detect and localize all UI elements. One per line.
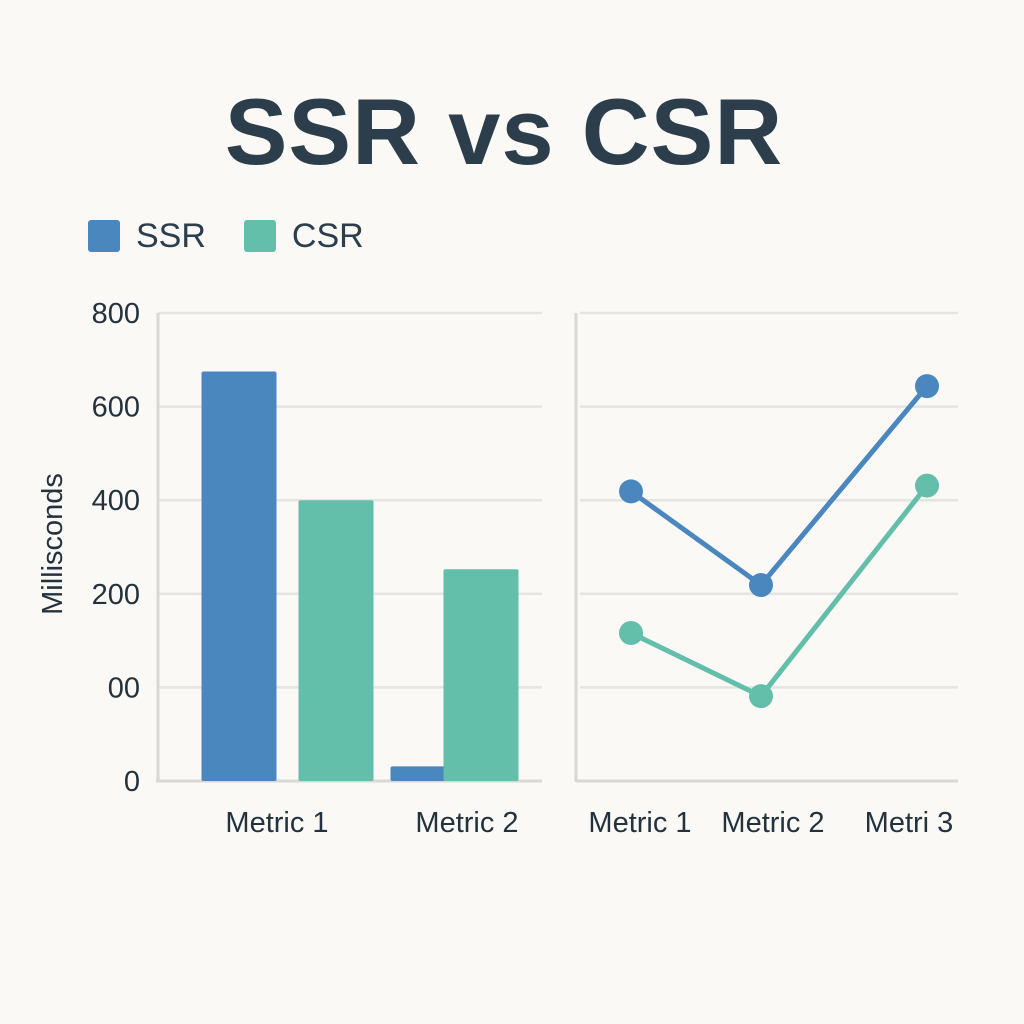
- legend-label-ssr: SSR: [136, 216, 206, 255]
- legend-swatch-ssr: [88, 220, 120, 252]
- y-axis-label: Millisconds: [37, 473, 69, 615]
- bar-category-label: Metric 2: [415, 807, 518, 839]
- line-series-csr: [628, 483, 930, 699]
- y-tick-label: 400: [92, 485, 140, 517]
- y-tick-label: 200: [92, 579, 140, 611]
- legend-item-ssr: SSR: [88, 217, 206, 256]
- legend-item-csr: CSR: [243, 216, 364, 256]
- line-category-label: Metri 3: [865, 807, 954, 839]
- bar-chart: [201, 371, 519, 781]
- point-csr-2: [749, 684, 773, 709]
- y-tick-label: 600: [92, 392, 140, 424]
- bar-ssr-1: [201, 371, 277, 781]
- point-ssr-2: [749, 573, 773, 598]
- legend: SSR CSR: [88, 216, 402, 256]
- line-category-label: Metric 2: [721, 807, 824, 839]
- y-tick-label: 00: [108, 672, 140, 704]
- line-chart: [619, 374, 939, 709]
- bar-csr-1: [298, 500, 374, 781]
- y-tick-label: 0: [124, 766, 140, 798]
- point-csr-1: [619, 620, 643, 645]
- legend-swatch-csr: [243, 220, 276, 252]
- point-ssr-1: [619, 479, 643, 504]
- bar-csr-2: [443, 569, 519, 781]
- point-ssr-3: [915, 374, 939, 399]
- point-csr-3: [915, 473, 939, 498]
- line-category-label: Metric 1: [588, 807, 691, 839]
- bar-category-label: Metric 1: [225, 807, 328, 839]
- y-tick-label: 800: [92, 298, 140, 330]
- chart-title: SSR vs CSR: [224, 79, 784, 184]
- legend-label-csr: CSR: [291, 216, 364, 255]
- line-series-ssr: [628, 383, 930, 588]
